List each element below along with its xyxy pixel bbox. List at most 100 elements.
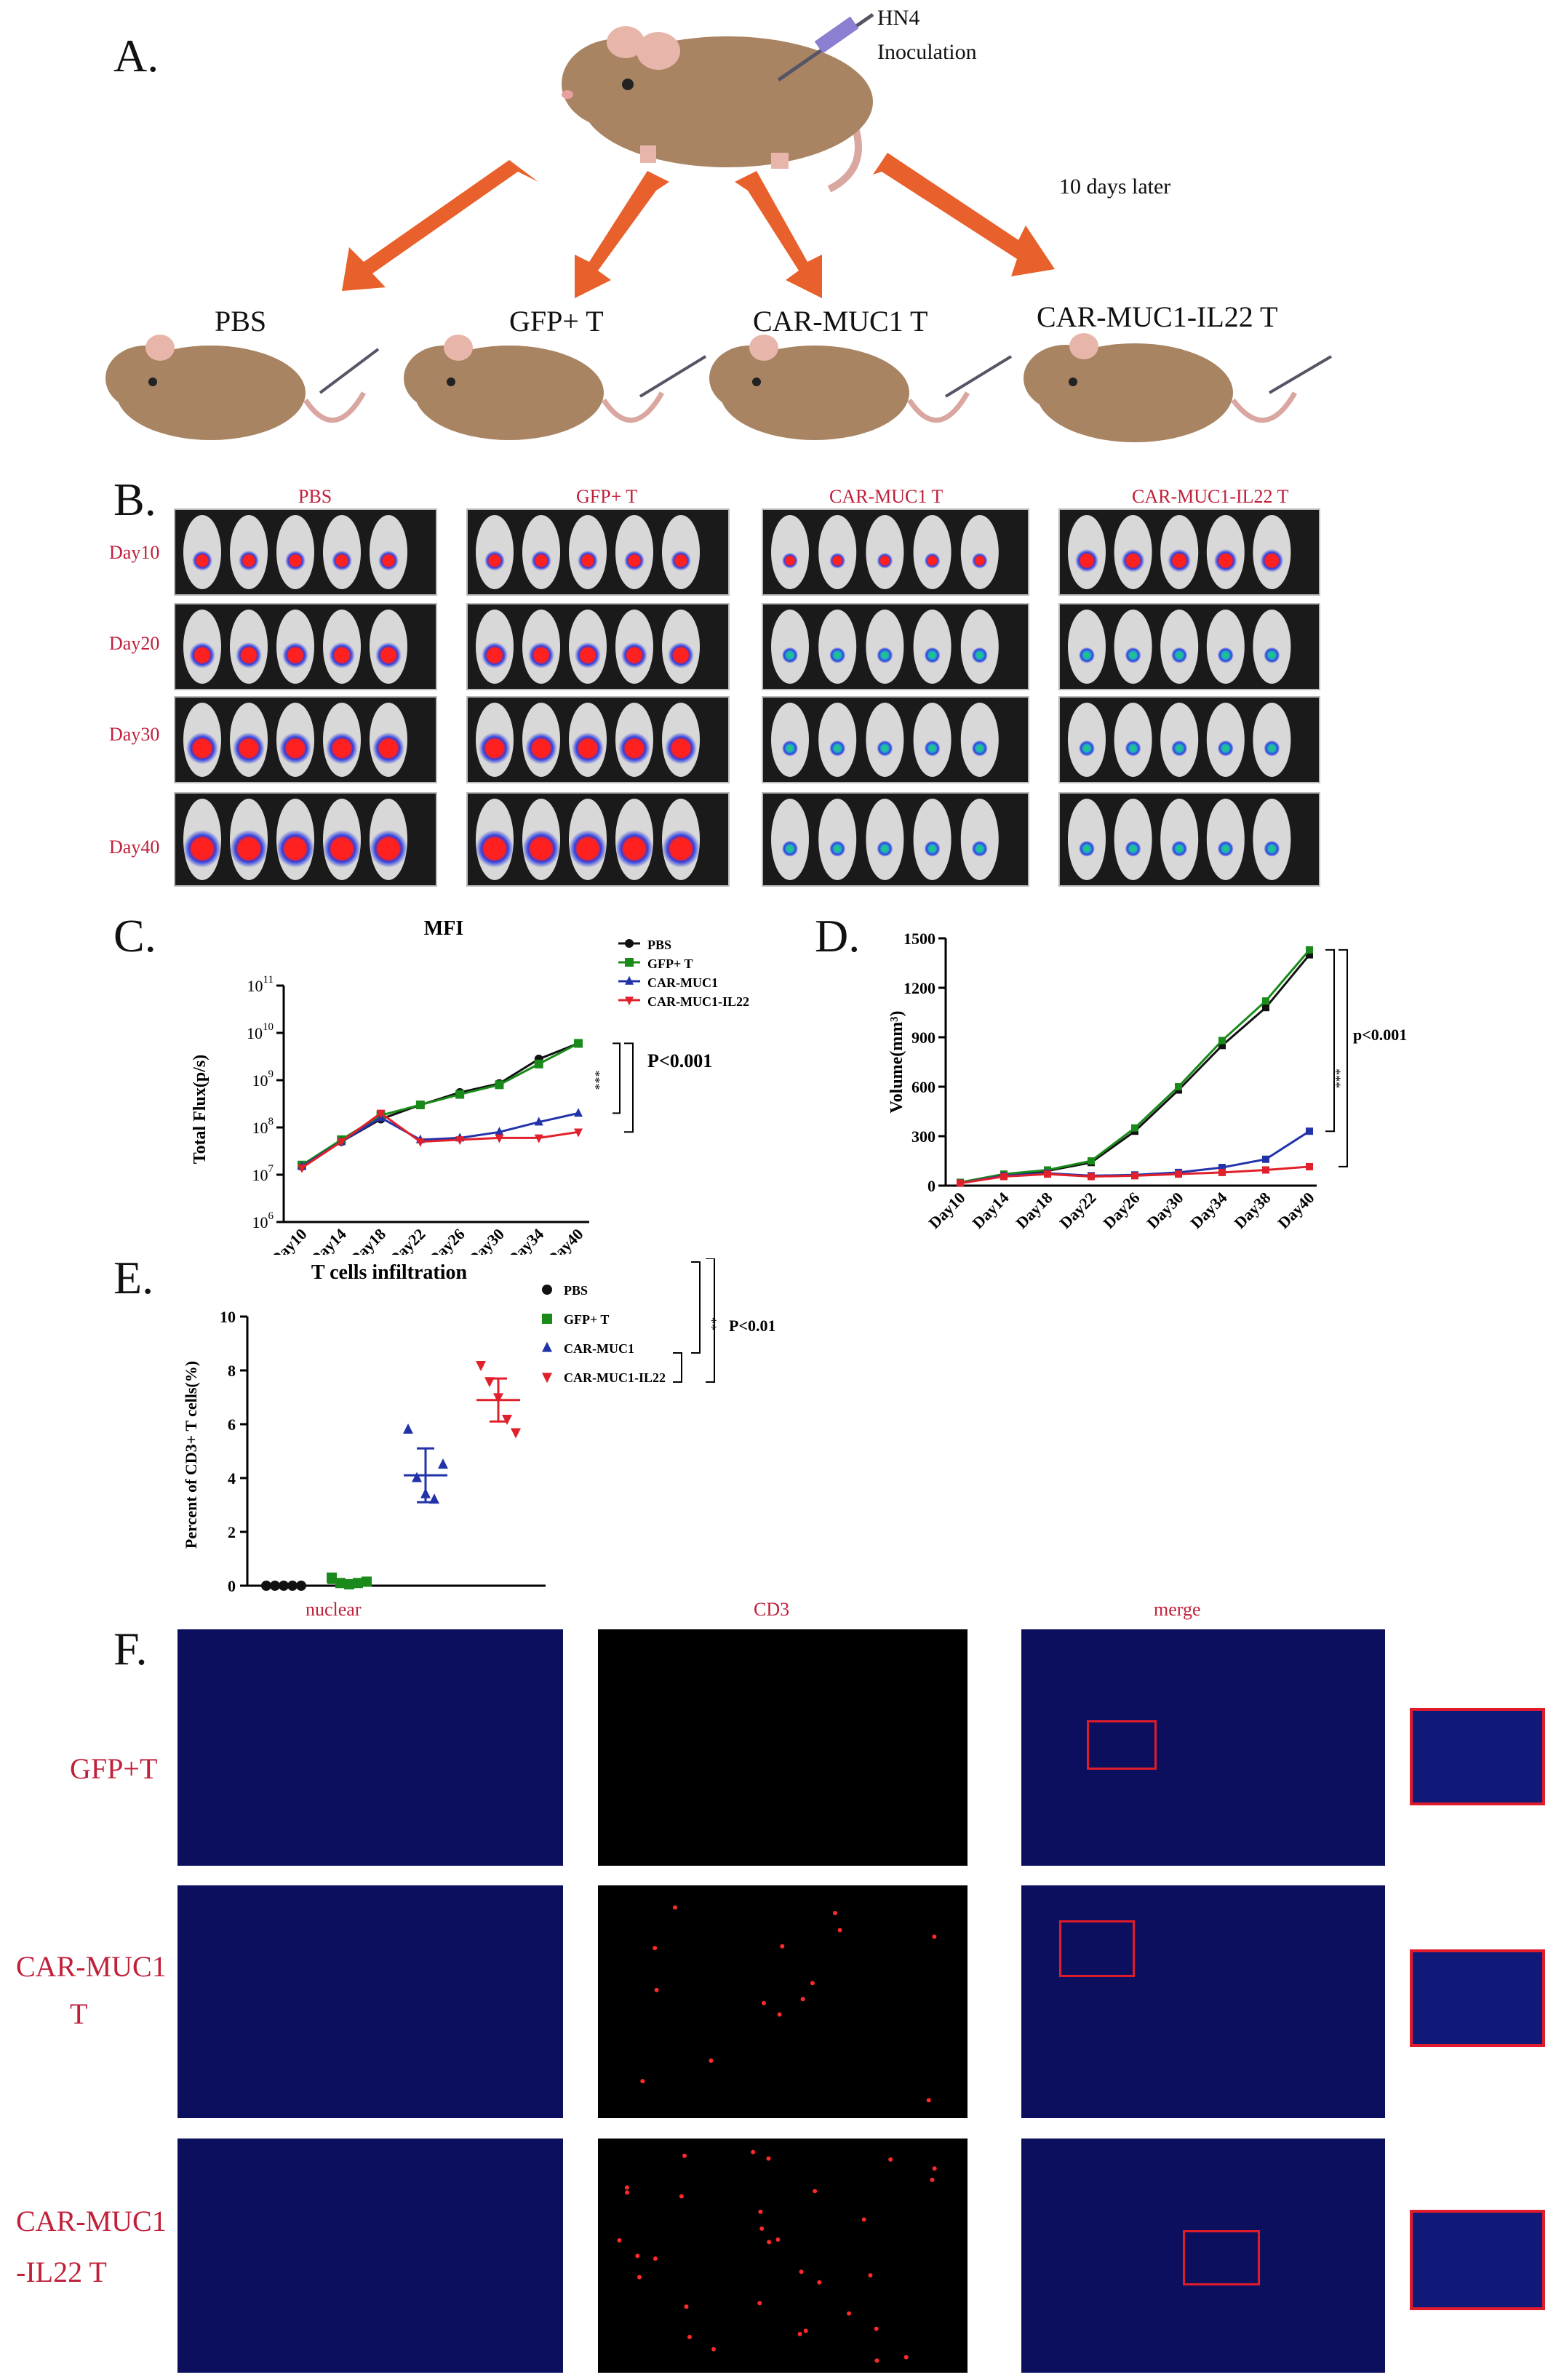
legend-marker <box>542 1373 552 1383</box>
cd3-cell-dot <box>625 2190 630 2195</box>
tumor-signal <box>662 829 700 868</box>
chart-c-pvalue: P<0.001 <box>647 1050 712 1071</box>
data-point <box>502 1415 512 1425</box>
tumor-signal <box>1213 548 1237 572</box>
b-group-car-muc1: CAR-MUC1 T <box>829 486 943 507</box>
data-point <box>1000 1173 1008 1181</box>
series-line <box>301 1111 579 1169</box>
x-tick-label: Day34 <box>1187 1189 1231 1232</box>
y-tick-exponent: 6 <box>268 1210 274 1222</box>
tumor-signal <box>484 550 505 571</box>
tumor-signal <box>782 840 798 857</box>
b-group-pbs: PBS <box>298 486 332 507</box>
tumor-signal <box>1121 548 1145 572</box>
tumor-signal <box>971 552 988 569</box>
cd3-cell-dot <box>653 2256 658 2261</box>
mouse-silhouette <box>960 610 999 684</box>
legend-label: PBS <box>647 938 671 952</box>
chart-c-mfi: MFI Total Flux(p/s) 10610710810910101011… <box>191 917 749 1255</box>
cd3-cell-dot <box>711 2347 717 2352</box>
merge-roi-box <box>1183 2230 1260 2285</box>
group-label-pbs: PBS <box>215 305 267 338</box>
cd3-cell-dot <box>759 2226 765 2231</box>
tumor-signal <box>1260 548 1284 572</box>
tumor-signal <box>624 550 645 571</box>
micrograph-merge <box>1021 2139 1385 2373</box>
significance-bracket <box>1338 949 1348 1167</box>
legend-marker <box>625 975 634 985</box>
tumor-signal <box>183 829 221 868</box>
chart-d-ylabel: Volume(mm³) <box>887 1011 906 1114</box>
data-point <box>362 1576 372 1587</box>
series-line <box>959 954 1311 1183</box>
panel-a-illustration <box>105 12 1333 442</box>
cd3-cell-dot <box>709 2058 714 2064</box>
cd3-cell-dot <box>767 2240 772 2245</box>
tumor-signal <box>1079 740 1095 756</box>
mouse-silhouette <box>1114 799 1152 880</box>
arrow-group <box>342 153 1055 298</box>
mouse-silhouette <box>1160 703 1199 777</box>
delay-label: 10 days later <box>1059 175 1171 199</box>
tumor-signal <box>829 740 846 756</box>
y-tick-label: 109 <box>252 1069 274 1090</box>
zoom-inset <box>1410 1949 1545 2047</box>
tumor-signal <box>1075 548 1098 572</box>
cd3-cell-dot <box>847 2311 852 2316</box>
mouse-silhouette <box>913 610 951 684</box>
legend-label: GFP+ T <box>647 957 693 971</box>
tumor-signal <box>239 550 259 571</box>
tumor-signal <box>877 740 893 756</box>
mouse-illustration-car-muc1 <box>709 335 1013 440</box>
tumor-signal <box>1264 740 1280 756</box>
cd3-cell-dot <box>861 2217 866 2222</box>
tumor-signal <box>332 550 352 571</box>
chart-e-ylabel: Percent of CD3+ T cells(%) <box>182 1361 200 1549</box>
mouse-silhouette <box>960 799 999 880</box>
f-row-label-line2: -IL22 T <box>16 2256 107 2288</box>
legend-marker <box>625 939 634 948</box>
data-point <box>415 1138 425 1147</box>
f-row-label: CAR-MUC1 <box>16 2205 167 2237</box>
cd3-cell-dot <box>635 2253 640 2259</box>
data-point <box>415 1100 425 1109</box>
y-tick-label: 10 <box>220 1308 236 1326</box>
panel-c-letter: C. <box>113 910 156 962</box>
cd3-cell-dot <box>932 2166 937 2171</box>
mouse-silhouette <box>1206 799 1245 880</box>
tumor-signal <box>1171 840 1188 857</box>
mouse-silhouette <box>866 515 904 589</box>
tumor-signal <box>618 732 650 764</box>
cd3-cell-dot <box>800 1997 805 2002</box>
cd3-cell-dot <box>617 2238 622 2243</box>
mouse-silhouette <box>1114 610 1152 684</box>
tumor-signal <box>1264 647 1280 663</box>
data-point <box>1131 1172 1138 1180</box>
data-point <box>1044 1170 1051 1178</box>
y-tick-label: 0 <box>228 1577 236 1595</box>
cd3-cell-dot <box>874 2326 879 2331</box>
significance-stars: ** <box>709 1317 723 1330</box>
significance-stars: *** <box>1333 1069 1347 1088</box>
mouse-silhouette <box>818 515 857 589</box>
mouse-silhouette <box>1253 799 1291 880</box>
tumor-signal <box>621 642 647 668</box>
tumor-signal <box>971 647 988 663</box>
x-tick-label: Day26 <box>425 1225 468 1255</box>
mouse-silhouette <box>913 515 951 589</box>
mouse-silhouette <box>1068 703 1106 777</box>
cd3-cell-dot <box>624 2185 629 2190</box>
tumor-signal <box>476 829 514 868</box>
tumor-signal <box>877 840 893 857</box>
legend-label: CAR-MUC1 <box>564 1341 634 1356</box>
mouse-silhouette <box>1160 799 1199 880</box>
x-tick-label: Day14 <box>969 1189 1013 1232</box>
tumor-signal <box>782 740 798 756</box>
tumor-signal <box>971 840 988 857</box>
data-point <box>534 1134 543 1143</box>
legend-label: GFP+ T <box>564 1312 609 1327</box>
tumor-signal <box>192 550 212 571</box>
cd3-cell-dot <box>926 2098 931 2103</box>
data-point <box>1088 1157 1095 1165</box>
cd3-cell-dot <box>654 1987 659 1992</box>
